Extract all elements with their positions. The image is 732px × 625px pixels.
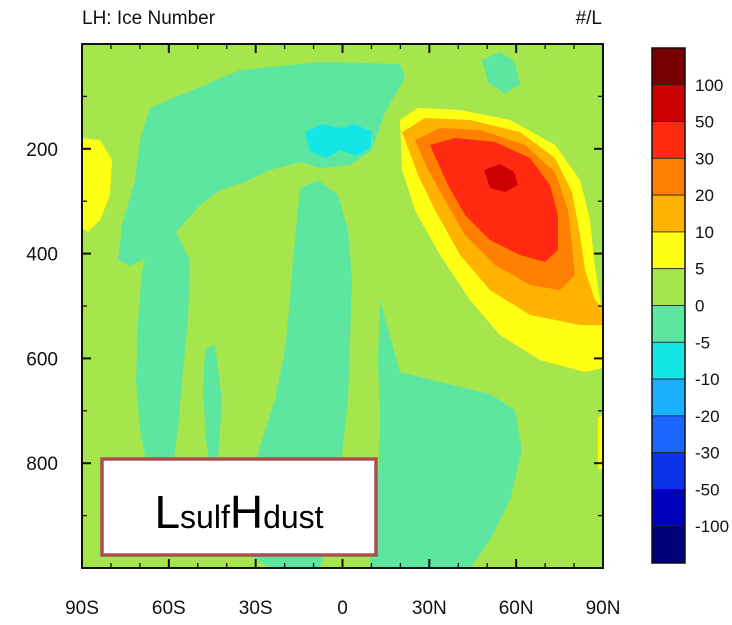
annotation-L: L bbox=[154, 486, 180, 538]
annotation-box: LsulfHdust bbox=[100, 457, 378, 557]
colorbar-label: 10 bbox=[695, 223, 714, 242]
positive-plume bbox=[400, 108, 603, 372]
colorbar-label: 5 bbox=[695, 260, 704, 279]
colorbar-swatch bbox=[651, 452, 686, 490]
contour-neg-cyan bbox=[305, 124, 372, 158]
x-tick-label: 0 bbox=[337, 598, 348, 619]
negative-regions bbox=[118, 52, 522, 568]
colorbar-swatch bbox=[651, 415, 686, 454]
colorbar-label: 100 bbox=[695, 76, 723, 95]
colorbar-label: -100 bbox=[695, 517, 729, 536]
x-tick-label: 90N bbox=[586, 598, 621, 619]
contour-pos-darkred bbox=[484, 164, 518, 192]
colorbar-label: 50 bbox=[695, 113, 714, 132]
annotation-sulf: sulf bbox=[180, 499, 230, 535]
colorbar-label: 0 bbox=[695, 297, 704, 316]
colorbar-label: -10 bbox=[695, 370, 720, 389]
colorbar-swatch bbox=[651, 194, 686, 233]
colorbar-swatch bbox=[651, 231, 686, 270]
contour-neg-stripe bbox=[203, 345, 222, 480]
colorbar-label: -50 bbox=[695, 480, 720, 499]
colorbar-swatch bbox=[651, 305, 686, 343]
colorbar-swatch bbox=[651, 489, 686, 527]
contour-neg-top-band bbox=[118, 62, 405, 266]
contour-neg-left-column bbox=[136, 230, 190, 480]
x-tick-label: 60N bbox=[499, 598, 534, 619]
title-right: #/L bbox=[576, 8, 602, 29]
y-tick-label: 800 bbox=[26, 454, 58, 475]
colorbar-label: -5 bbox=[695, 333, 710, 352]
contour-pos-red bbox=[430, 138, 558, 262]
y-tick-label: 400 bbox=[26, 245, 58, 266]
contour-pos-small bbox=[598, 414, 603, 470]
x-tick-label: 90S bbox=[65, 598, 99, 619]
contour-pos-left-yellow bbox=[82, 138, 112, 232]
y-tick-label: 600 bbox=[26, 349, 58, 370]
colorbar-swatch bbox=[651, 84, 686, 122]
plot-area bbox=[81, 43, 604, 569]
annotation-H: H bbox=[230, 486, 263, 538]
colorbar-label: -20 bbox=[695, 407, 720, 426]
colorbar-frame bbox=[651, 47, 686, 564]
annotation-text: LsulfHdust bbox=[154, 486, 323, 538]
annotation-frame bbox=[100, 457, 378, 557]
contour-neg-right-lobe bbox=[370, 300, 522, 568]
contour-neg-small-tr bbox=[482, 52, 520, 94]
colorbar-swatch bbox=[651, 378, 686, 417]
x-tick-label: 60S bbox=[152, 598, 186, 619]
colorbar-swatch bbox=[651, 121, 686, 159]
x-tick-label: 30N bbox=[412, 598, 447, 619]
x-ticks: 90S 60S 30S 0 30N 60N 90N bbox=[65, 44, 620, 619]
colorbar-swatch bbox=[651, 47, 686, 86]
colorbar-swatch bbox=[651, 157, 686, 196]
contour-neg-small-tl bbox=[222, 86, 240, 102]
colorbar-swatch bbox=[651, 525, 686, 564]
colorbar-swatch bbox=[651, 341, 686, 380]
colorbar-label: 30 bbox=[695, 149, 714, 168]
x-tick-label: 30S bbox=[239, 598, 273, 619]
title-left: LH: Ice Number bbox=[82, 8, 216, 29]
colorbar-label: 20 bbox=[695, 186, 714, 205]
y-ticks: 200 400 600 800 bbox=[26, 95, 603, 517]
colorbar-label: -30 bbox=[695, 444, 720, 463]
colorbar-swatch bbox=[651, 268, 686, 306]
y-tick-label: 200 bbox=[26, 140, 58, 161]
annotation-dust: dust bbox=[263, 499, 324, 535]
